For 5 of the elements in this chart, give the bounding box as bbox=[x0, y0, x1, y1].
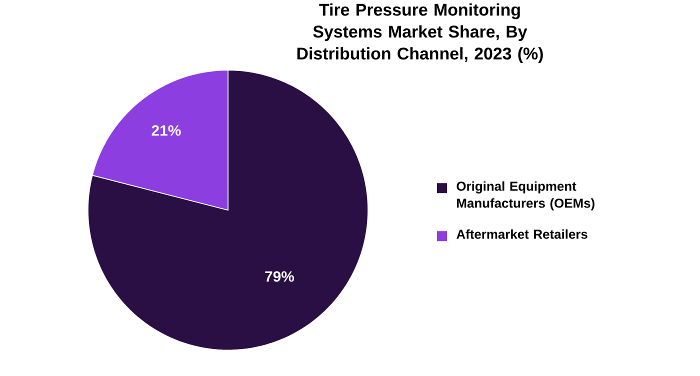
legend-label: Aftermarket Retailers bbox=[456, 229, 588, 239]
data-label: 21% bbox=[152, 125, 181, 136]
data-label: 79% bbox=[265, 271, 294, 282]
chart-title: Tire Pressure Monitoring Systems Market Share, By Distribution Channel, 2023 (%) bbox=[297, 3, 543, 63]
legend-label: Original Equipment Manufacturers (OEMs) bbox=[456, 181, 594, 210]
